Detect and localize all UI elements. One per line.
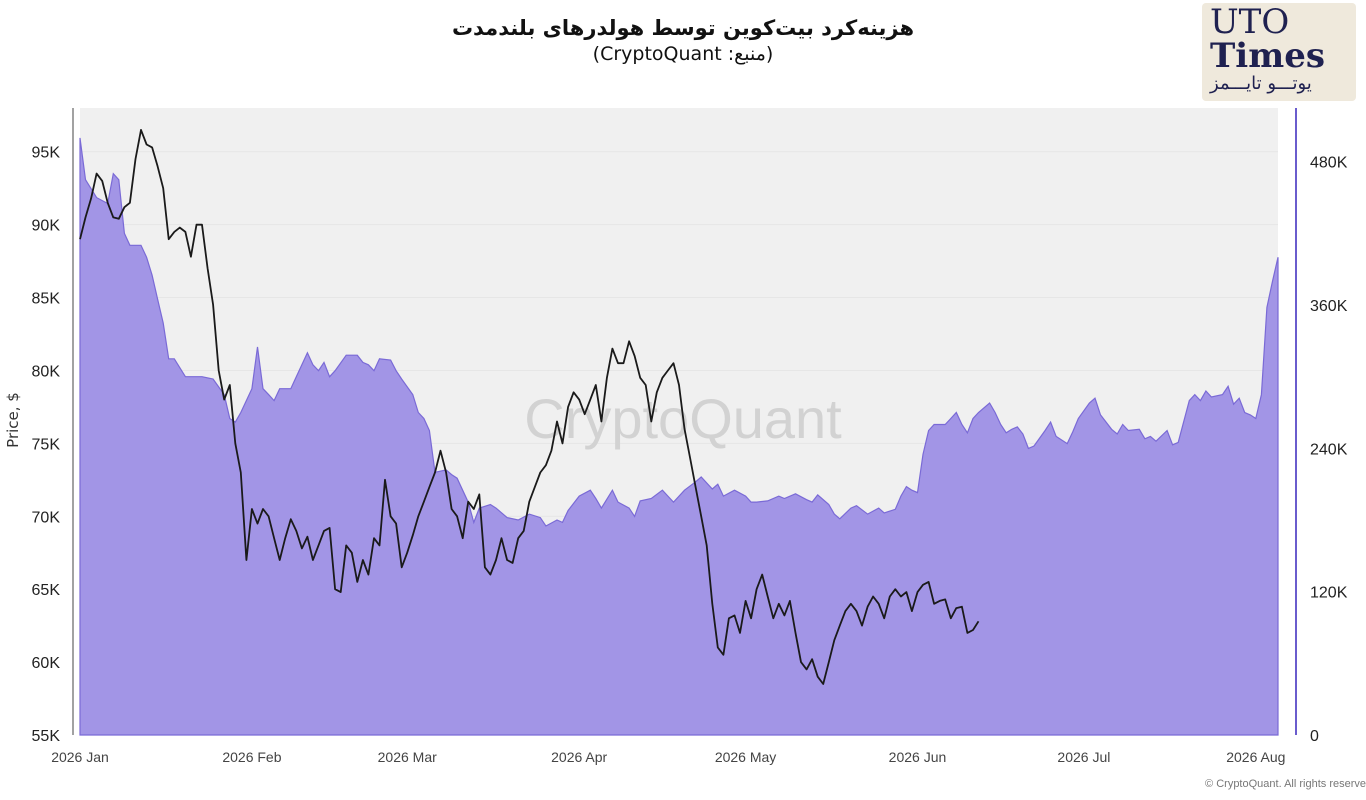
logo-line2: Times bbox=[1210, 36, 1325, 76]
left-tick-label: 55K bbox=[32, 728, 61, 745]
x-tick-label: 2026 Apr bbox=[551, 749, 607, 765]
x-tick-label: 2026 May bbox=[715, 749, 776, 765]
left-axis-ticks: 55K 60K 65K 70K 75K 80K 85K 90K 95K bbox=[32, 145, 61, 745]
x-tick-label: 2026 Mar bbox=[378, 749, 437, 765]
x-tick-label: 2026 Feb bbox=[222, 749, 281, 765]
x-tick-label: 2026 Jun bbox=[889, 749, 947, 765]
x-tick-label: 2026 Jul bbox=[1057, 749, 1110, 765]
right-axis-ticks: 0 120K 240K 360K 480K bbox=[1310, 155, 1348, 745]
copyright: © CryptoQuant. All rights reserve bbox=[1205, 778, 1366, 790]
right-tick-label: 0 bbox=[1310, 728, 1319, 745]
right-tick-label: 120K bbox=[1310, 585, 1348, 602]
left-tick-label: 95K bbox=[32, 145, 61, 162]
left-tick-label: 65K bbox=[32, 582, 61, 599]
logo-line1: UTO bbox=[1210, 2, 1290, 42]
left-tick-label: 60K bbox=[32, 655, 61, 672]
left-tick-label: 85K bbox=[32, 291, 61, 308]
right-tick-label: 480K bbox=[1310, 155, 1348, 172]
uto-times-logo: UTO Times یوتـــو تایـــمز bbox=[1202, 3, 1356, 101]
right-tick-label: 240K bbox=[1310, 441, 1348, 458]
chart-header: هزینه‌کرد بیت‌کوین توسط هولدرهای بلندمدت… bbox=[0, 14, 1366, 67]
left-tick-label: 70K bbox=[32, 509, 61, 526]
area-series bbox=[79, 137, 1279, 736]
price-line-series bbox=[79, 129, 980, 685]
left-tick-label: 80K bbox=[32, 363, 61, 380]
left-tick-label: 75K bbox=[32, 436, 61, 453]
left-tick-label: 90K bbox=[32, 218, 61, 235]
logo-line3: یوتـــو تایـــمز bbox=[1210, 73, 1312, 94]
chart-title: هزینه‌کرد بیت‌کوین توسط هولدرهای بلندمدت bbox=[451, 16, 915, 40]
right-tick-label: 360K bbox=[1310, 298, 1348, 315]
x-tick-label: 2026 Aug bbox=[1226, 749, 1285, 765]
left-axis-label: Price, $ bbox=[4, 392, 22, 448]
x-tick-label: 2026 Jan bbox=[51, 749, 109, 765]
x-axis-ticks: 2026 Jan 2026 Feb 2026 Mar 2026 Apr 2026 May… bbox=[51, 749, 1285, 765]
chart-subtitle: (منبع: CryptoQuant) bbox=[592, 43, 774, 66]
